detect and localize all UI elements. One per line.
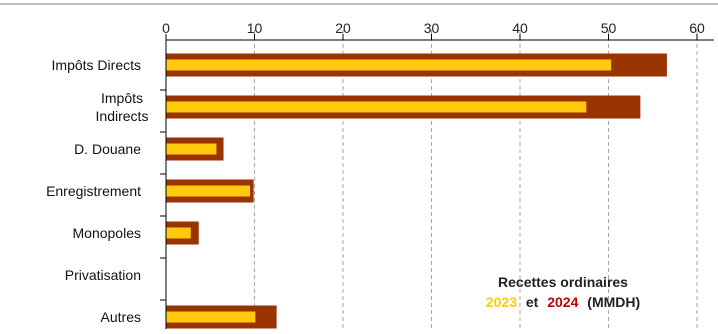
category-label-line: Impôts Directs	[52, 57, 141, 73]
category-label: D. Douane	[74, 141, 141, 157]
bar-2023	[166, 185, 251, 197]
category-label-line: Autres	[101, 309, 141, 325]
category-label: Impôts Directs	[52, 57, 141, 73]
category-label-line: Enregistrement	[46, 183, 141, 199]
bar-2023	[166, 143, 217, 155]
gridlines	[254, 30, 698, 329]
category-label-line: Indirects	[96, 108, 149, 124]
annotation-unit: (MMDH)	[587, 294, 640, 310]
x-tick-label-10: 10	[247, 20, 263, 36]
category-label: Privatisation	[65, 267, 141, 283]
x-tick-label-30: 30	[424, 20, 440, 36]
category-label-line: Impôts	[101, 90, 143, 106]
bar-2023	[166, 101, 587, 113]
category-label-line: Monopoles	[73, 225, 142, 241]
x-tick-label-40: 40	[512, 20, 528, 36]
category-label: Enregistrement	[46, 183, 141, 199]
x-tick-label-0: 0	[162, 20, 170, 36]
bar-2023	[166, 311, 256, 323]
bar-2023	[166, 59, 612, 71]
labels: 0 10 20 30 40 50 60 Impôts Directs Impôts Indirec…	[46, 20, 705, 325]
annotation-connector: et	[526, 294, 539, 310]
annotation-year-2024: 2024	[547, 294, 578, 310]
category-label: Impôts Indirects	[96, 90, 149, 124]
x-tick-label-20: 20	[335, 20, 351, 36]
annotation-line2: 2023 et 2024 (MMDH)	[486, 294, 640, 310]
category-label-line: Privatisation	[65, 267, 141, 283]
bars	[166, 53, 667, 329]
category-label: Monopoles	[73, 225, 142, 241]
annotation-year-2023: 2023	[486, 294, 517, 310]
annotation-line1: Recettes ordinaires	[498, 274, 628, 290]
axes	[160, 34, 714, 329]
bar-2023	[166, 227, 191, 239]
x-tick-label-60: 60	[689, 20, 705, 36]
x-tick-label-50: 50	[601, 20, 617, 36]
category-label-line: D. Douane	[74, 141, 141, 157]
category-label: Autres	[101, 309, 141, 325]
